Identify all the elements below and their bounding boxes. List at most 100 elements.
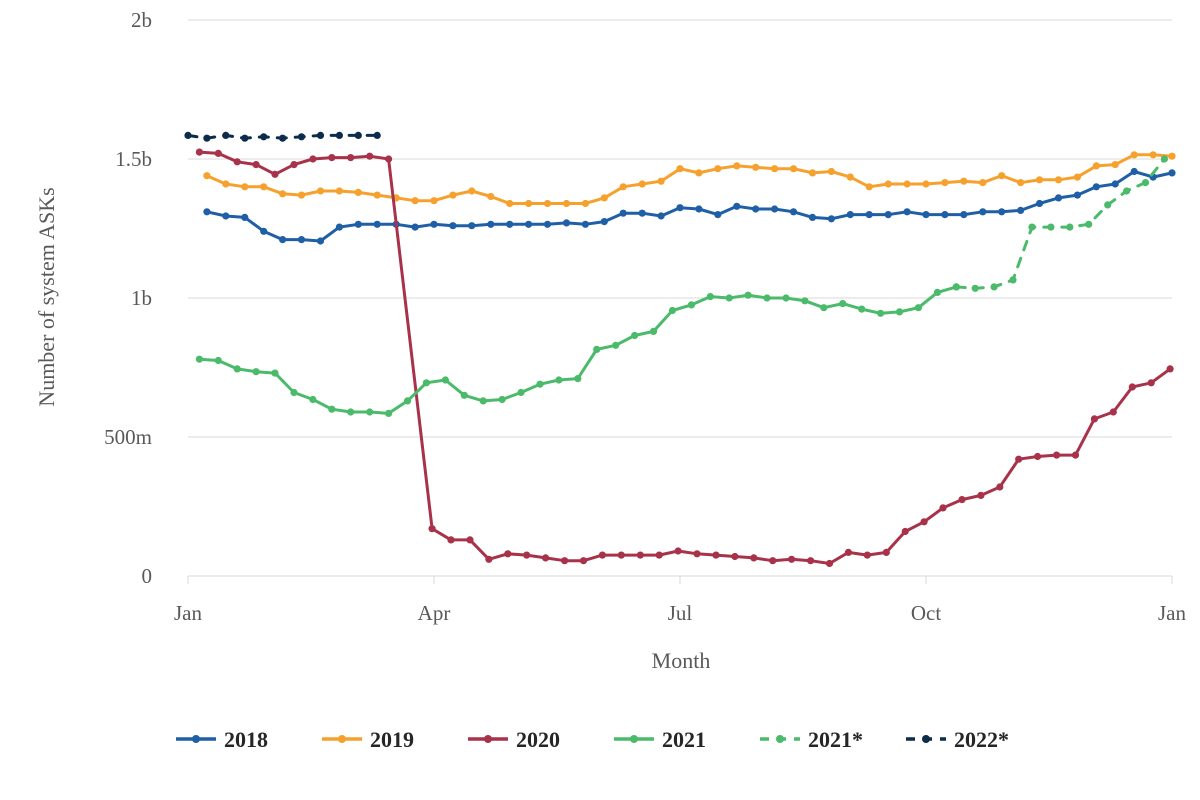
data-point	[865, 211, 873, 219]
data-point	[466, 536, 474, 544]
series-2018	[203, 167, 1176, 245]
data-point	[373, 191, 381, 199]
data-point	[562, 199, 571, 208]
data-point	[807, 557, 815, 565]
data-point	[617, 551, 625, 559]
data-point	[808, 213, 817, 221]
data-point	[1073, 173, 1081, 181]
data-point	[725, 294, 733, 302]
data-point	[789, 165, 798, 173]
data-point	[1090, 415, 1098, 423]
legend-label: 2018	[224, 727, 268, 752]
y-tick-label: 1b	[131, 286, 152, 310]
data-point	[631, 331, 639, 340]
data-point	[808, 169, 817, 177]
data-point	[941, 211, 949, 219]
data-point	[593, 345, 601, 353]
series-line	[197, 150, 1172, 565]
data-point	[1147, 379, 1155, 387]
legend: 2018 2019 2020 2021 2021* 2022*	[176, 727, 1009, 752]
series-2022-star	[184, 131, 381, 142]
data-point	[328, 405, 336, 413]
data-point	[960, 211, 968, 219]
data-point	[695, 169, 703, 177]
data-point	[555, 376, 563, 384]
data-point	[731, 552, 739, 561]
data-point	[1130, 151, 1138, 159]
data-point	[222, 131, 230, 139]
data-point	[920, 518, 928, 526]
legend-marker	[630, 735, 638, 743]
data-point	[581, 220, 590, 228]
y-tick-label: 0	[142, 564, 153, 588]
data-point	[1035, 199, 1044, 208]
x-axis-title: Month	[652, 648, 711, 673]
legend-marker	[922, 735, 930, 743]
data-point	[714, 211, 722, 219]
legend-item: 2022*	[906, 727, 1009, 752]
data-point	[839, 300, 847, 308]
data-point	[676, 204, 684, 212]
data-point	[449, 191, 457, 199]
data-point	[998, 208, 1006, 216]
data-point	[877, 309, 885, 317]
data-point	[233, 158, 241, 166]
data-point	[695, 205, 703, 213]
data-point	[687, 301, 696, 309]
data-point	[752, 205, 760, 213]
data-point	[649, 327, 658, 335]
data-point	[1017, 206, 1025, 214]
data-point	[506, 220, 514, 228]
data-point	[958, 496, 966, 504]
data-point	[1066, 223, 1074, 231]
data-point	[260, 183, 268, 191]
legend-item: 2020	[468, 727, 560, 752]
data-point	[752, 163, 760, 171]
legend-item: 2019	[322, 727, 414, 752]
data-point	[638, 180, 646, 188]
data-point	[347, 154, 355, 162]
data-point	[655, 551, 663, 559]
data-point	[373, 131, 381, 139]
data-point	[971, 284, 979, 292]
series-line	[205, 153, 1174, 205]
data-point	[1104, 201, 1112, 209]
data-point	[1047, 223, 1055, 231]
data-point	[1017, 179, 1025, 187]
data-point	[233, 365, 241, 373]
data-point	[858, 305, 866, 313]
data-point	[441, 376, 449, 384]
data-point	[290, 388, 298, 397]
data-point	[901, 527, 909, 536]
data-point	[1168, 152, 1176, 160]
data-point	[252, 368, 260, 376]
legend-item: 2018	[176, 727, 268, 752]
data-point	[525, 220, 533, 228]
data-point	[914, 304, 923, 312]
data-point	[561, 557, 569, 565]
data-point	[782, 294, 790, 302]
data-point	[1111, 161, 1119, 169]
data-point	[1168, 169, 1176, 177]
data-point	[195, 148, 203, 156]
data-point	[517, 388, 525, 397]
data-point	[536, 380, 544, 388]
data-point	[241, 213, 249, 221]
data-point	[714, 165, 722, 173]
data-point	[430, 197, 438, 205]
data-point	[184, 131, 192, 139]
y-tick-label: 2b	[131, 8, 152, 32]
data-point	[844, 548, 853, 557]
data-point	[316, 187, 325, 195]
data-point	[884, 211, 892, 219]
data-point	[428, 525, 436, 533]
data-point	[1035, 176, 1044, 184]
data-point	[203, 172, 211, 180]
data-point	[1130, 167, 1138, 176]
data-point	[846, 173, 854, 181]
data-point	[619, 209, 627, 217]
data-point	[1123, 187, 1131, 195]
data-point	[600, 218, 608, 226]
data-point	[733, 202, 741, 210]
